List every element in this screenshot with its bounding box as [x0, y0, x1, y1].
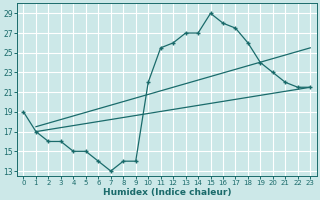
X-axis label: Humidex (Indice chaleur): Humidex (Indice chaleur): [103, 188, 231, 197]
